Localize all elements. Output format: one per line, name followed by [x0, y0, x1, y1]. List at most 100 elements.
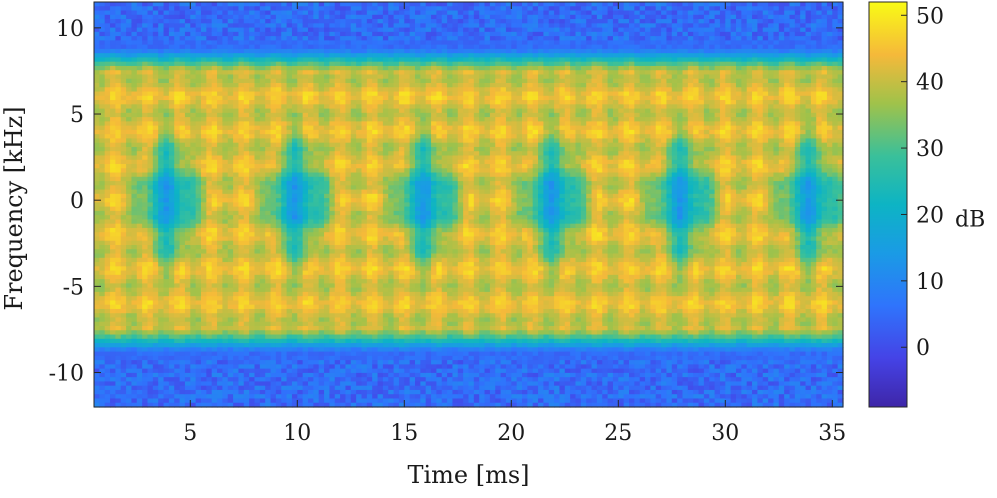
heatmap-cell: [211, 249, 218, 255]
heatmap-cell: [147, 389, 154, 395]
heatmap-cell: [243, 168, 250, 174]
heatmap-cell: [281, 245, 288, 250]
heatmap-cell: [366, 372, 373, 378]
heatmap-cell: [190, 389, 197, 395]
heatmap-cell: [158, 338, 165, 344]
heatmap-cell: [286, 138, 293, 144]
heatmap-cell: [281, 2, 288, 7]
heatmap-cell: [94, 74, 100, 80]
heatmap-cell: [308, 95, 314, 101]
heatmap-cell: [340, 253, 347, 259]
heatmap-cell: [190, 6, 197, 12]
heatmap-cell: [136, 112, 143, 118]
heatmap-cell: [152, 10, 159, 16]
heatmap-cell: [190, 257, 197, 263]
heatmap-cell: [233, 334, 240, 340]
heatmap-cell: [104, 394, 111, 400]
heatmap-cell: [222, 19, 229, 24]
heatmap-cell: [281, 219, 288, 225]
heatmap-cell: [297, 257, 304, 263]
heatmap-cell: [104, 249, 111, 255]
heatmap-cell: [152, 6, 159, 12]
heatmap-cell: [340, 172, 347, 178]
heatmap-cell: [94, 146, 100, 152]
heatmap-cell: [340, 210, 347, 216]
heatmap-cell: [286, 326, 293, 331]
heatmap-cell: [350, 296, 357, 302]
heatmap-cell: [131, 253, 138, 259]
heatmap-cell: [270, 394, 277, 400]
heatmap-cell: [136, 274, 143, 280]
heatmap-cell: [265, 14, 272, 20]
heatmap-cell: [94, 125, 100, 131]
heatmap-cell: [179, 300, 186, 306]
heatmap-cell: [270, 240, 277, 246]
heatmap-cell: [350, 334, 357, 340]
heatmap-cell: [249, 321, 256, 327]
heatmap-cell: [259, 121, 266, 127]
heatmap-cell: [104, 253, 111, 259]
heatmap-cell: [104, 159, 111, 165]
heatmap-cell: [152, 249, 159, 255]
heatmap-cell: [249, 398, 256, 404]
heatmap-cell: [104, 245, 111, 250]
heatmap-cell: [243, 189, 250, 195]
heatmap-cell: [233, 6, 240, 12]
heatmap-cell: [313, 78, 320, 84]
heatmap-cell: [291, 291, 298, 297]
heatmap-cell: [356, 253, 363, 259]
heatmap-cell: [99, 23, 106, 29]
heatmap-cell: [136, 155, 143, 161]
heatmap-cell: [329, 6, 336, 12]
heatmap-cell: [110, 155, 116, 161]
heatmap-cell: [179, 91, 186, 97]
heatmap-cell: [110, 300, 116, 306]
heatmap-cell: [126, 223, 133, 229]
heatmap-cell: [201, 159, 207, 165]
heatmap-cell: [94, 65, 100, 71]
heatmap-cell: [142, 19, 149, 24]
heatmap-cell: [313, 125, 320, 131]
heatmap-cell: [120, 385, 127, 391]
heatmap-cell: [366, 198, 373, 203]
heatmap-cell: [361, 95, 368, 101]
heatmap-cell: [324, 215, 330, 221]
heatmap-cell: [115, 334, 122, 340]
heatmap-cell: [243, 360, 250, 365]
heatmap-cell: [345, 23, 352, 29]
heatmap-cell: [318, 70, 325, 76]
heatmap-cell: [174, 364, 181, 370]
heatmap-cell: [345, 189, 352, 195]
heatmap-cell: [147, 377, 154, 383]
heatmap-cell: [302, 31, 309, 37]
heatmap-cell: [356, 91, 363, 97]
heatmap-cell: [190, 385, 197, 391]
heatmap-cell: [302, 91, 309, 97]
heatmap-cell: [345, 125, 352, 131]
heatmap-cell: [356, 381, 363, 387]
heatmap-cell: [120, 78, 127, 84]
heatmap-cell: [361, 360, 368, 365]
heatmap-cell: [163, 304, 170, 310]
heatmap-cell: [126, 287, 133, 293]
heatmap-cell: [313, 57, 320, 63]
heatmap-cell: [104, 112, 111, 118]
heatmap-cell: [110, 206, 116, 212]
heatmap-cell: [350, 36, 357, 41]
heatmap-cell: [142, 402, 149, 408]
heatmap-cell: [233, 257, 240, 263]
heatmap-cell: [115, 19, 122, 24]
heatmap-cell: [120, 240, 127, 246]
heatmap-cell: [249, 287, 256, 293]
heatmap-cell: [136, 70, 143, 76]
heatmap-cell: [249, 31, 256, 37]
heatmap-cell: [350, 402, 357, 408]
heatmap-cell: [136, 377, 143, 383]
heatmap-cell: [318, 74, 325, 80]
heatmap-cell: [131, 351, 138, 357]
heatmap-cell: [356, 287, 363, 293]
heatmap-cell: [275, 176, 282, 182]
heatmap-cell: [136, 146, 143, 152]
heatmap-cell: [265, 368, 272, 374]
heatmap-cell: [233, 360, 240, 365]
